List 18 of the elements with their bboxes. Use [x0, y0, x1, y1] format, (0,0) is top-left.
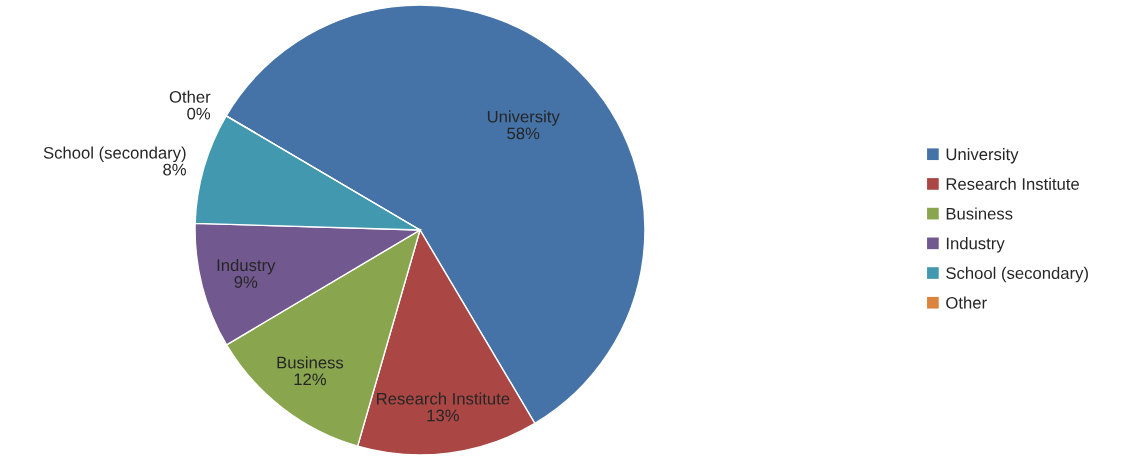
- legend-label: Research Institute: [946, 177, 1079, 190]
- data-label: 13%: [427, 409, 459, 422]
- legend-label: School (secondary): [946, 266, 1088, 283]
- legend-label: Other: [946, 296, 987, 309]
- slice-label: University: [487, 110, 560, 126]
- category-label: Other: [169, 90, 211, 103]
- data-label: 8%: [163, 163, 186, 176]
- text: 0%: [187, 107, 211, 120]
- data-label: 58%: [507, 127, 540, 140]
- slice-label: Business: [277, 356, 344, 369]
- legend-label: University: [946, 147, 1019, 164]
- legend-label: Business: [946, 207, 1013, 220]
- slice-label: Industry: [217, 258, 276, 275]
- slice-label: Research Institute: [377, 392, 510, 405]
- slice-label: School (secondary): [43, 146, 186, 163]
- data-label: 12%: [294, 373, 327, 386]
- data-label: 9%: [234, 276, 258, 288]
- legend-label: Industry: [946, 237, 1005, 253]
